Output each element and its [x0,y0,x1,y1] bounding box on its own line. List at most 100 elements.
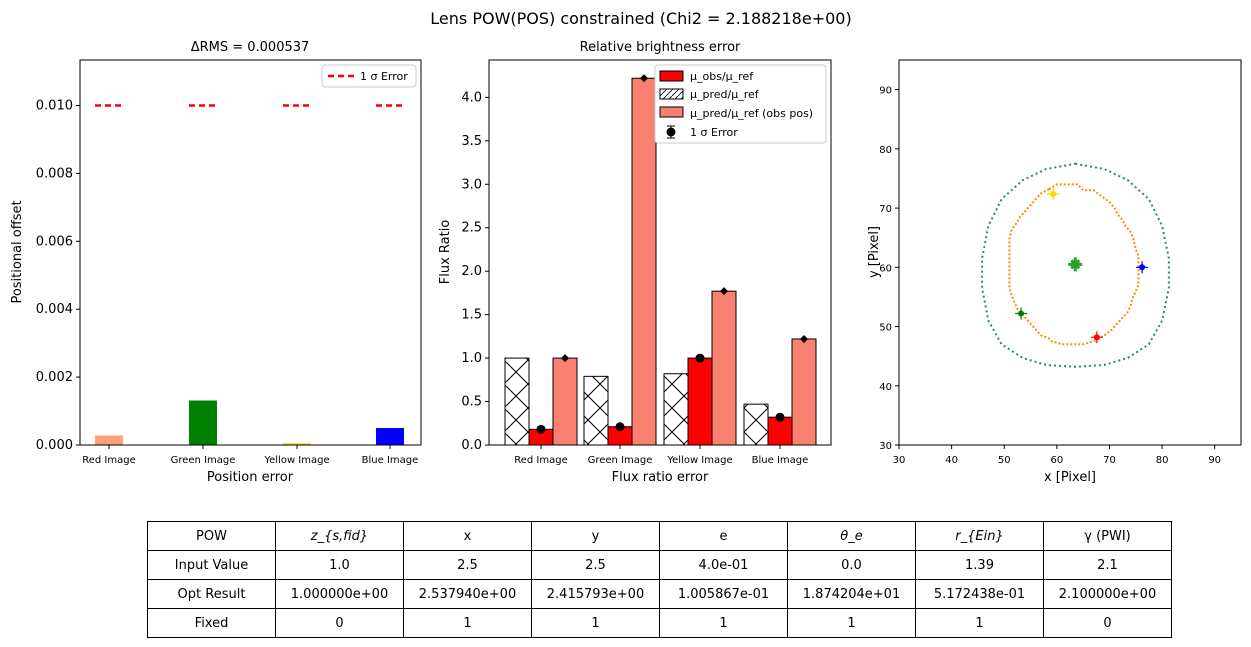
p2-ytick-4: 2.0 [461,264,482,279]
table-cell: 1.000000e+00 [275,579,404,609]
p2-xtick-2: Yellow Image [666,455,732,466]
p3-xtick-6: 90 [1208,455,1221,466]
p3-xtick-0: 30 [893,455,906,466]
p2-ytick-0: 0.0 [461,438,482,453]
table-cell: 0 [1043,608,1172,638]
table-cell: 1 [787,608,916,638]
table-cell: POW [147,521,276,551]
table-row: Input Value 1.0 2.5 2.5 4.0e-01 0.0 1.39 2.1 [147,550,1172,580]
table-cell: 1 [403,608,532,638]
p1-title: ΔRMS = 0.000537 [191,40,310,55]
p1-bar-2 [283,443,311,445]
table-cell: θ_e [787,521,916,551]
p2-pred-marker-2 [720,287,728,296]
p2-xtick-3: Blue Image [752,455,809,466]
figure-title: Lens POW(POS) constrained (Chi2 = 2.1882… [430,9,851,28]
table-cell: 1 [659,608,788,638]
p1-bar-0 [95,435,123,445]
p1-ytick-3: 0.006 [36,234,73,249]
p1-legend: 1 σ Error [321,64,417,88]
p2-legend-pred: μ_pred/μ_ref [690,88,760,101]
table-row: POW z_{s,fid} x y e θ_e r_{Ein} γ (PWI) [147,521,1172,551]
p2-legend-predobs: μ_pred/μ_ref (obs pos) [690,107,813,120]
p3-ytick-3: 60 [879,263,892,274]
table-cell: 0 [275,608,404,638]
p2-xtick-1: Green Image [588,455,653,466]
table-cell: 4.0e-01 [659,550,788,580]
p3-ytick-6: 90 [879,86,892,97]
image-point-0 [1093,334,1100,341]
p1-legend-label: 1 σ Error [360,70,408,83]
image-position-panel: x [Pixel] y [Pixel] 30 40 50 60 70 80 90 30 40 5… [867,59,1242,485]
p3-ytick-5: 80 [879,145,892,156]
p2-bar-s1-3 [743,403,769,446]
p2-obs-marker-3 [775,412,785,422]
p3-xtick-1: 40 [945,455,958,466]
p2-pred-marker-1 [640,74,648,83]
table-cell: 1 [915,608,1044,638]
p2-ytick-3: 1.5 [461,308,482,323]
image-point-3 [1139,264,1146,271]
p1-ytick-1: 0.002 [36,370,73,385]
p3-ytick-1: 40 [879,382,892,393]
table-row: Fixed 0 1 1 1 1 1 0 [147,608,1172,638]
lens-center-marker [1068,257,1083,272]
p3-xlabel: x [Pixel] [1044,470,1096,485]
image-point-1 [1018,310,1025,317]
table-cell: z_{s,fid} [275,521,404,551]
table-cell: γ (PWI) [1043,521,1172,551]
table-cell: y [531,521,660,551]
p1-xtick-1: Green Image [171,455,236,466]
table-cell: 0.0 [787,550,916,580]
p2-ytick-1: 0.5 [461,395,482,410]
p2-bar-s2-3 [791,338,817,446]
table-cell: 2.537940e+00 [403,579,532,609]
p2-legend-error: 1 σ Error [690,126,738,139]
image-point-2 [1050,190,1057,197]
table-cell: 1.39 [915,550,1044,580]
p3-xtick-4: 70 [1103,455,1116,466]
p2-pred-marker-3 [800,334,808,343]
p3-ytick-0: 30 [879,441,892,452]
p1-xlabel: Position error [207,470,294,485]
p2-legend: μ_obs/μ_ref μ_pred/μ_ref μ_pred/μ_ref (o… [654,64,827,144]
table-cell: 2.5 [403,550,532,580]
caustic-curve [981,162,1170,368]
p2-ytick-7: 3.5 [461,134,482,149]
p3-ylabel: y [Pixel] [867,226,882,278]
p2-ytick-2: 1.0 [461,351,482,366]
p2-ylabel: Flux Ratio [438,220,453,285]
p2-obs-marker-1 [615,422,625,432]
p2-bar-s1-2 [663,373,689,446]
p2-bar-s1-0 [504,357,530,446]
p3-ytick-2: 50 [879,323,892,334]
table-cell: 2.1 [1043,550,1172,580]
flux-ratio-panel: Relative brightness error Flux ratio err… [438,40,832,485]
table-cell: Input Value [147,550,276,580]
p2-bar-s1-1 [583,375,609,446]
table-cell: 1.874204e+01 [787,579,916,609]
p2-xtick-0: Red Image [514,455,568,466]
table-cell: 2.415793e+00 [531,579,660,609]
table-row: Opt Result 1.000000e+00 2.537940e+00 2.4157… [147,579,1172,609]
p1-ylabel: Positional offset [10,200,25,303]
p2-obs-marker-0 [536,424,546,434]
table-cell: 1.0 [275,550,404,580]
table-cell: 1 [531,608,660,638]
p2-legend-obs: μ_obs/μ_ref [690,70,754,83]
p1-ytick-0: 0.000 [36,438,73,453]
p1-xtick-0: Red Image [82,455,136,466]
p1-xtick-2: Yellow Image [263,455,329,466]
p2-bar-s0-2 [687,357,713,446]
table-cell: e [659,521,788,551]
parameter-table: POW z_{s,fid} x y e θ_e r_{Ein} γ (PWI) Input Va… [147,521,1172,638]
critical-curve [1008,183,1140,346]
p1-xtick-3: Blue Image [362,455,419,466]
p3-ytick-4: 70 [879,204,892,215]
p1-bar-1 [189,400,217,445]
table-cell: r_{Ein} [915,521,1044,551]
p3-xtick-5: 80 [1156,455,1169,466]
table-cell: 5.172438e-01 [915,579,1044,609]
table-cell: 2.5 [531,550,660,580]
p2-bar-s2-0 [552,357,578,446]
